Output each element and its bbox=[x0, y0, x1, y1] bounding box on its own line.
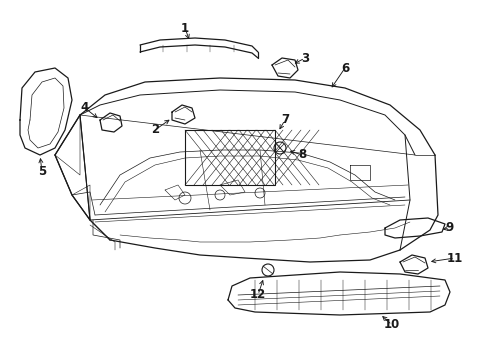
Text: 1: 1 bbox=[181, 22, 189, 35]
Text: 6: 6 bbox=[340, 62, 348, 75]
Text: 4: 4 bbox=[81, 102, 89, 114]
Text: 10: 10 bbox=[383, 319, 399, 332]
Text: 7: 7 bbox=[281, 113, 288, 126]
Text: 3: 3 bbox=[300, 51, 308, 64]
Text: 12: 12 bbox=[249, 288, 265, 301]
Text: 5: 5 bbox=[38, 166, 46, 179]
Text: 11: 11 bbox=[446, 252, 462, 265]
Bar bbox=[184, 130, 274, 185]
Text: 9: 9 bbox=[445, 221, 453, 234]
Text: 2: 2 bbox=[151, 123, 159, 136]
Text: 8: 8 bbox=[297, 148, 305, 162]
